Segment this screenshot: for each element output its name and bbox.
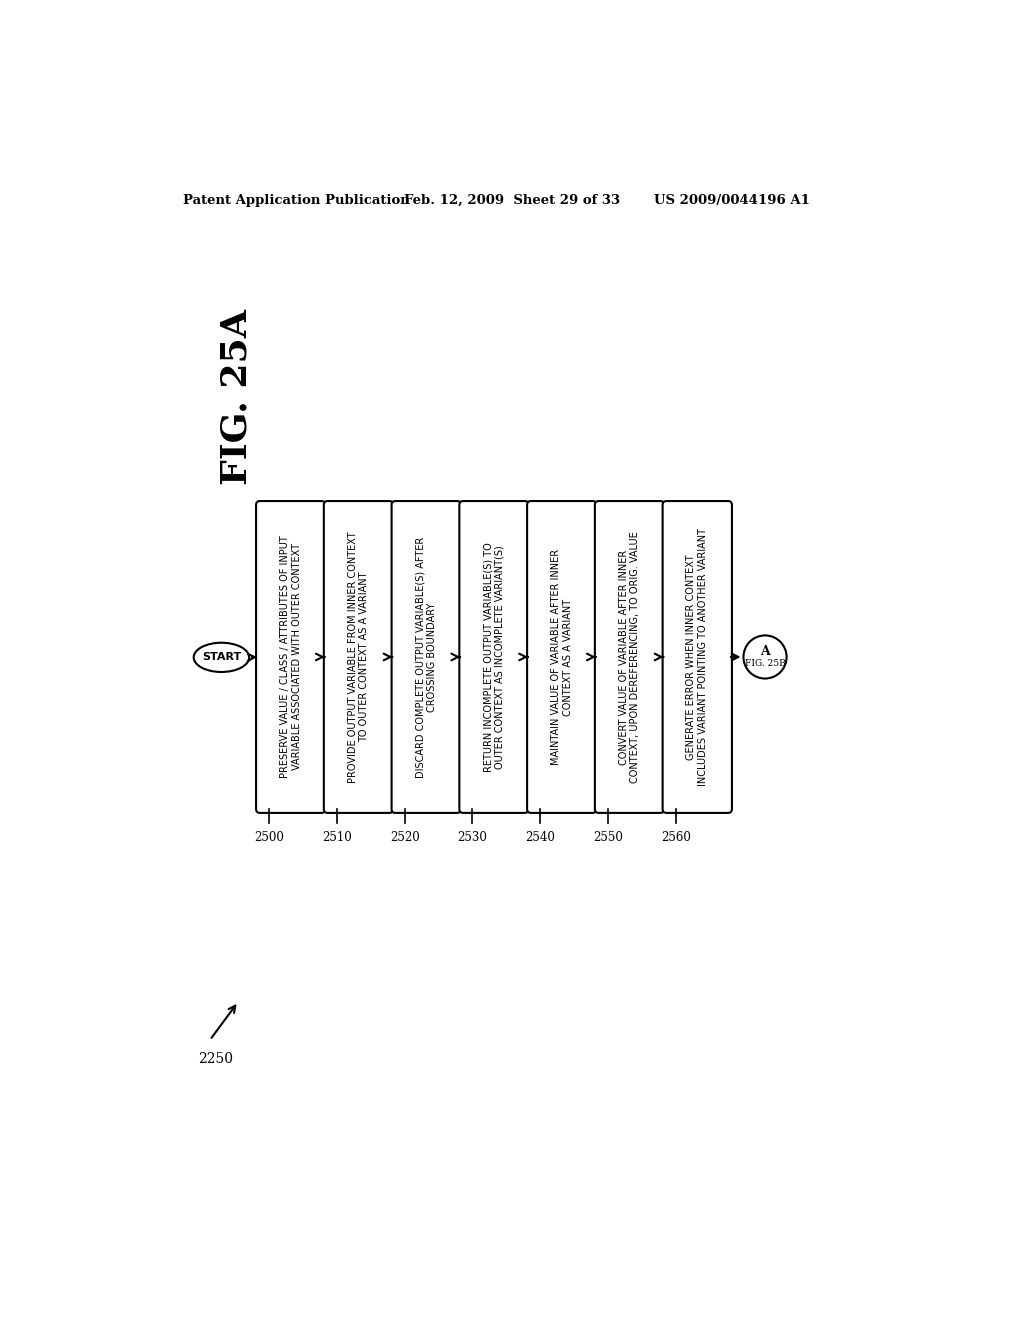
Text: DISCARD COMPLETE OUTPUT VARIABLE(S) AFTER
CROSSING BOUNDARY: DISCARD COMPLETE OUTPUT VARIABLE(S) AFTE… bbox=[416, 536, 437, 777]
FancyBboxPatch shape bbox=[527, 502, 596, 813]
Text: 2550: 2550 bbox=[593, 830, 623, 843]
Ellipse shape bbox=[743, 635, 786, 678]
FancyBboxPatch shape bbox=[324, 502, 393, 813]
Text: PRESERVE VALUE / CLASS / ATTRIBUTES OF INPUT
VARIABLE ASSOCIATED WITH OUTER CONT: PRESERVE VALUE / CLASS / ATTRIBUTES OF I… bbox=[280, 536, 301, 779]
FancyBboxPatch shape bbox=[595, 502, 665, 813]
Text: START: START bbox=[202, 652, 241, 663]
Text: 2500: 2500 bbox=[254, 830, 284, 843]
Text: A: A bbox=[760, 645, 770, 659]
FancyBboxPatch shape bbox=[256, 502, 326, 813]
Text: 2520: 2520 bbox=[390, 830, 420, 843]
FancyBboxPatch shape bbox=[460, 502, 528, 813]
FancyBboxPatch shape bbox=[391, 502, 461, 813]
Text: FIG. 25B: FIG. 25B bbox=[744, 660, 785, 668]
Text: FIG. 25A: FIG. 25A bbox=[219, 309, 253, 484]
Ellipse shape bbox=[194, 643, 249, 672]
Text: 2540: 2540 bbox=[525, 830, 555, 843]
Text: US 2009/0044196 A1: US 2009/0044196 A1 bbox=[654, 194, 810, 207]
Text: RETURN INCOMPLETE OUTPUT VARIABLE(S) TO
OUTER CONTEXT AS INCOMPLETE VARIANT(S): RETURN INCOMPLETE OUTPUT VARIABLE(S) TO … bbox=[483, 543, 505, 772]
Text: MAINTAIN VALUE OF VARIABLE AFTER INNER
CONTEXT AS A VARIANT: MAINTAIN VALUE OF VARIABLE AFTER INNER C… bbox=[551, 549, 572, 766]
Text: Patent Application Publication: Patent Application Publication bbox=[183, 194, 410, 207]
Text: 2560: 2560 bbox=[660, 830, 690, 843]
Text: 2510: 2510 bbox=[322, 830, 352, 843]
Text: GENERATE ERROR WHEN INNER CONTEXT
INCLUDES VARIANT POINTING TO ANOTHER VARIANT: GENERATE ERROR WHEN INNER CONTEXT INCLUD… bbox=[686, 528, 708, 785]
Text: 2530: 2530 bbox=[458, 830, 487, 843]
Text: Feb. 12, 2009  Sheet 29 of 33: Feb. 12, 2009 Sheet 29 of 33 bbox=[403, 194, 621, 207]
Text: 2250: 2250 bbox=[199, 1052, 233, 1067]
Text: PROVIDE OUTPUT VARIABLE FROM INNER CONTEXT
TO OUTER CONTEXT AS A VARIANT: PROVIDE OUTPUT VARIABLE FROM INNER CONTE… bbox=[348, 531, 370, 783]
Text: CONVERT VALUE OF VARIABLE AFTER INNER
CONTEXT, UPON DEREFERENCING, TO ORIG. VALU: CONVERT VALUE OF VARIABLE AFTER INNER CO… bbox=[618, 531, 640, 783]
FancyBboxPatch shape bbox=[663, 502, 732, 813]
